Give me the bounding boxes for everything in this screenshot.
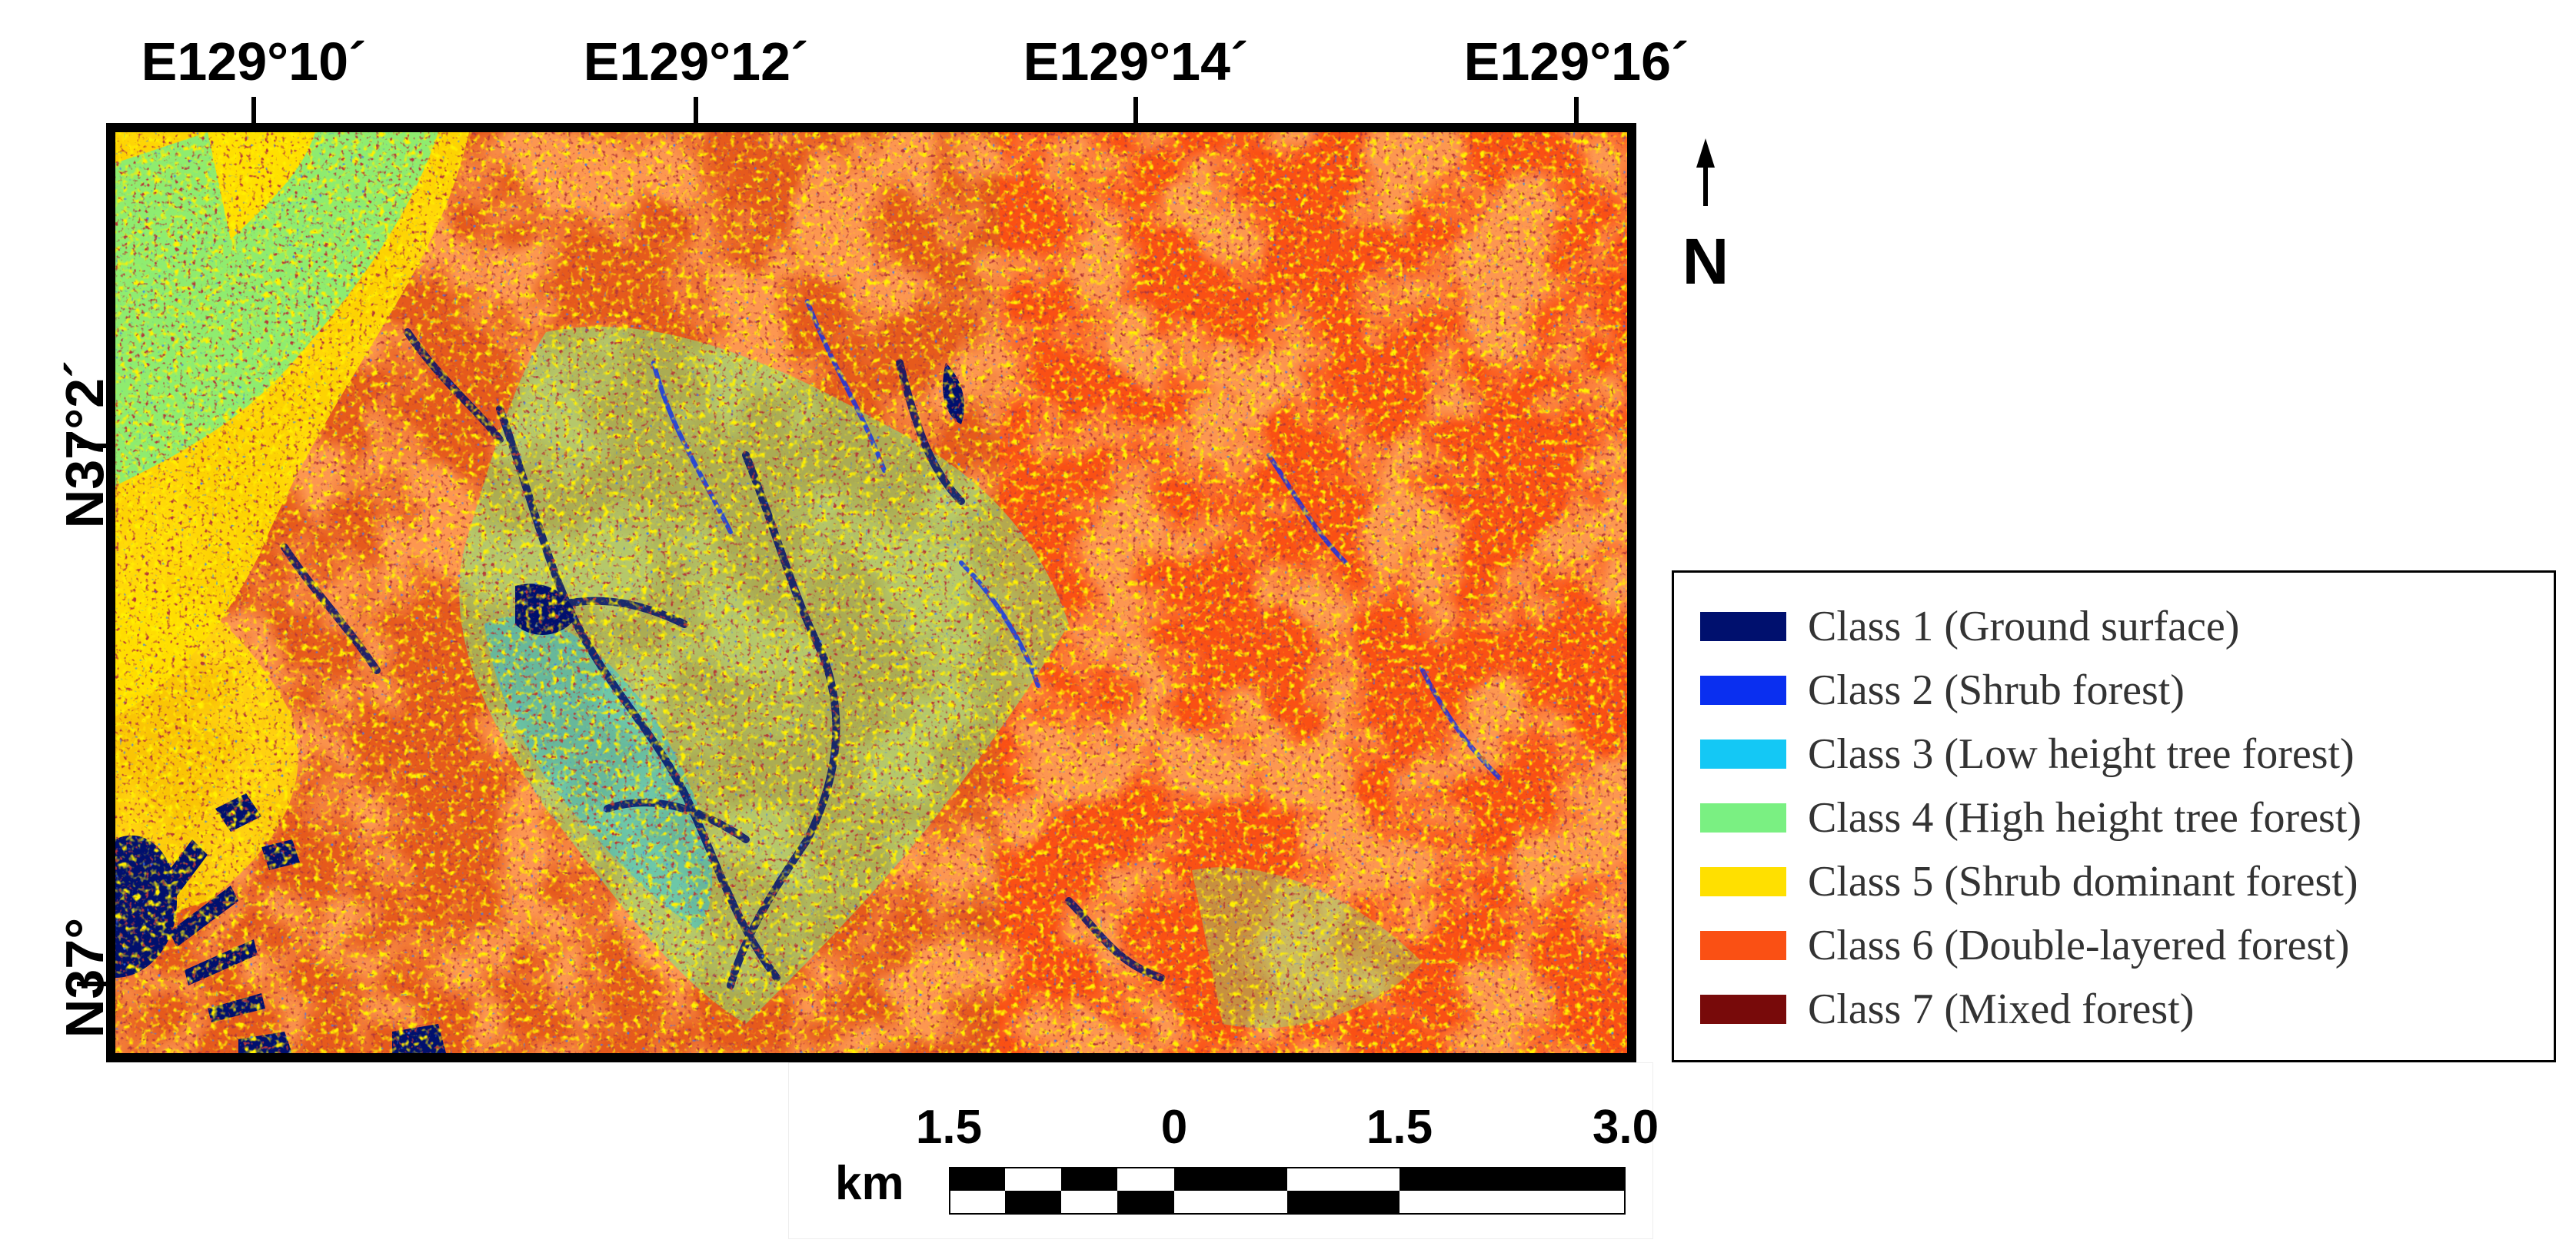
legend-swatch xyxy=(1700,739,1786,769)
longitude-label-1: E129°10´ xyxy=(141,32,367,91)
latitude-tick xyxy=(77,444,109,448)
legend-swatch xyxy=(1700,675,1786,705)
classified-forest-map xyxy=(106,123,1636,1062)
legend-label: Class 4 (High height tree forest) xyxy=(1808,793,2362,842)
legend-label: Class 2 (Shrub forest) xyxy=(1808,666,2185,714)
legend-swatch xyxy=(1700,866,1786,896)
legend-label: Class 6 (Double-layered forest) xyxy=(1808,921,2350,969)
north-label: N xyxy=(1682,225,1729,297)
legend-label: Class 7 (Mixed forest) xyxy=(1808,985,2195,1033)
longitude-tick xyxy=(694,97,698,126)
longitude-label-2: E129°12´ xyxy=(583,32,809,91)
longitude-label-4: E129°16´ xyxy=(1463,32,1689,91)
longitude-label-3: E129°14´ xyxy=(1023,32,1249,91)
legend-label: Class 5 (Shrub dominant forest) xyxy=(1808,857,2358,906)
legend-item-class-2: Class 2 (Shrub forest) xyxy=(1674,658,2554,722)
legend-swatch xyxy=(1700,803,1786,833)
scale-unit: km xyxy=(835,1157,904,1210)
legend-item-class-4: Class 4 (High height tree forest) xyxy=(1674,786,2554,849)
legend-swatch xyxy=(1700,611,1786,641)
legend-label: Class 1 (Ground surface) xyxy=(1808,602,2240,650)
legend-label: Class 3 (Low height tree forest) xyxy=(1808,730,2355,778)
scale-bar xyxy=(949,1167,1626,1215)
longitude-tick xyxy=(1574,97,1579,126)
legend: Class 1 (Ground surface) Class 2 (Shrub … xyxy=(1672,570,2556,1062)
legend-item-class-1: Class 1 (Ground surface) xyxy=(1674,594,2554,658)
latitude-tick xyxy=(77,982,109,986)
legend-item-class-6: Class 6 (Double-layered forest) xyxy=(1674,913,2554,977)
legend-item-class-7: Class 7 (Mixed forest) xyxy=(1674,977,2554,1041)
scale-label-left: 1.5 xyxy=(915,1101,983,1154)
longitude-tick xyxy=(1133,97,1138,126)
north-arrow-icon xyxy=(1696,138,1715,206)
legend-swatch xyxy=(1700,994,1786,1024)
classification-raster xyxy=(115,132,1627,1053)
scale-label-mid: 1.5 xyxy=(1366,1101,1433,1154)
scale-label-right: 3.0 xyxy=(1592,1101,1659,1154)
legend-item-class-5: Class 5 (Shrub dominant forest) xyxy=(1674,849,2554,913)
legend-swatch xyxy=(1700,930,1786,960)
longitude-tick xyxy=(251,97,256,126)
scale-label-zero: 0 xyxy=(1160,1101,1188,1154)
legend-item-class-3: Class 3 (Low height tree forest) xyxy=(1674,722,2554,786)
